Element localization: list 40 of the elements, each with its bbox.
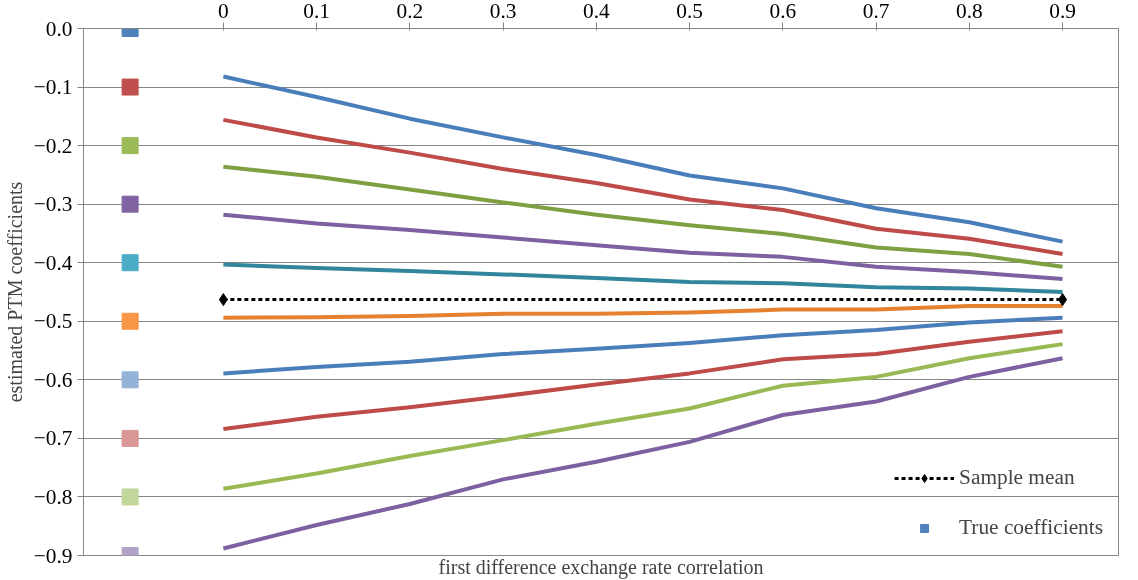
point bbox=[121, 429, 139, 447]
point bbox=[121, 195, 139, 213]
y-tick-label: −0.4 bbox=[33, 250, 73, 275]
point bbox=[121, 312, 139, 330]
y-tick-label: −0.2 bbox=[33, 133, 73, 158]
point bbox=[121, 254, 139, 272]
x-tick-label: 0.4 bbox=[583, 0, 610, 23]
line-series bbox=[221, 117, 1065, 256]
x-tick-label: 0.7 bbox=[862, 0, 890, 23]
legend-label: Sample mean bbox=[959, 465, 1075, 490]
y-tick-label: −0.7 bbox=[33, 426, 73, 451]
x-tick-label: 0.5 bbox=[676, 0, 703, 23]
y-tick-label: −0.6 bbox=[33, 367, 73, 392]
y-tick-label: −0.3 bbox=[33, 192, 73, 217]
y-axis-title: estimated PTM coefficients bbox=[3, 181, 26, 403]
x-tick-label: 0.9 bbox=[1049, 0, 1076, 23]
x-tick-label: 0.8 bbox=[955, 0, 983, 23]
y-tick-label: −0.9 bbox=[33, 543, 73, 568]
point bbox=[121, 371, 139, 389]
point bbox=[121, 488, 139, 506]
x-tick-label: 0 bbox=[218, 0, 229, 23]
line-series bbox=[221, 212, 1065, 282]
point bbox=[1058, 293, 1068, 307]
line-series bbox=[221, 74, 1065, 244]
x-tick-label: 0.1 bbox=[303, 0, 330, 23]
x-tick-label: 0.3 bbox=[489, 0, 517, 23]
line-series bbox=[221, 329, 1065, 432]
y-tick-label: −0.8 bbox=[33, 484, 73, 509]
x-tick-label: 0.2 bbox=[396, 0, 424, 23]
x-tick-label: 0.6 bbox=[769, 0, 797, 23]
point bbox=[121, 137, 139, 155]
line-series bbox=[221, 164, 1065, 269]
line-series bbox=[221, 315, 1065, 376]
y-tick-label: −0.1 bbox=[33, 75, 73, 100]
point bbox=[218, 293, 228, 307]
x-axis-title: first difference exchange rate correlation bbox=[438, 555, 764, 579]
y-tick-label: −0.5 bbox=[33, 309, 73, 334]
point bbox=[121, 78, 139, 96]
y-tick-label: 0.0 bbox=[45, 16, 73, 41]
legend-label: True coefficients bbox=[959, 515, 1103, 540]
